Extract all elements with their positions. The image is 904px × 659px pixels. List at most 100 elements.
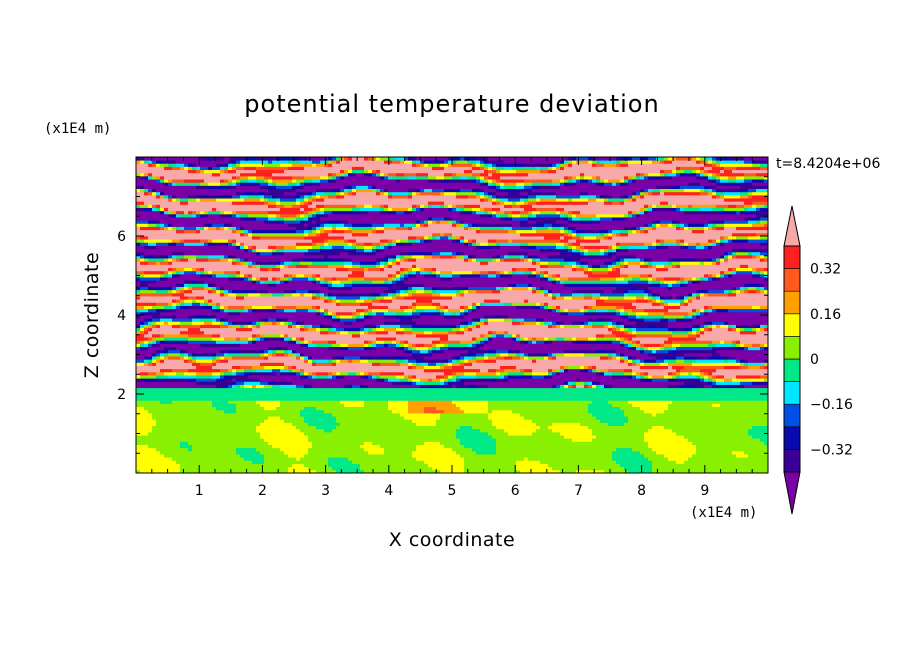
field-cell (408, 381, 413, 385)
field-cell (300, 425, 305, 430)
field-cell (752, 457, 757, 461)
field-cell (400, 466, 405, 471)
field-cell (240, 454, 245, 458)
field-cell (668, 463, 673, 468)
field-cell (616, 454, 621, 458)
field-cell (720, 375, 725, 379)
field-cell (356, 375, 361, 379)
field-cell (344, 466, 349, 471)
field-cell (172, 463, 177, 468)
field-cell (408, 431, 413, 436)
field-cell (520, 454, 525, 458)
field-cell (528, 381, 533, 385)
field-cell (392, 438, 397, 442)
field-cell (596, 384, 601, 389)
field-cell (324, 457, 329, 461)
field-cell (628, 409, 633, 414)
field-cell (236, 425, 241, 430)
field-cell (756, 435, 761, 439)
field-cell (220, 435, 225, 439)
field-cell (576, 450, 581, 455)
field-cell (468, 403, 473, 408)
field-cell (400, 371, 405, 376)
field-cell (232, 390, 237, 395)
field-cell (228, 450, 233, 455)
field-cell (244, 450, 249, 455)
field-cell (412, 450, 417, 455)
field-cell (156, 406, 161, 411)
field-cell (480, 406, 485, 411)
field-cell (428, 384, 433, 389)
field-cell (384, 403, 389, 408)
field-cell (624, 397, 629, 401)
field-cell (520, 469, 525, 473)
field-cell (552, 444, 557, 449)
field-cell (324, 384, 329, 389)
field-cell (348, 457, 353, 461)
field-cell (372, 384, 377, 389)
field-cell (500, 406, 505, 411)
field-cell (148, 428, 153, 433)
field-cell (568, 450, 573, 455)
field-cell (660, 384, 665, 389)
field-cell (536, 428, 541, 433)
field-cell (432, 381, 437, 385)
field-cell (560, 457, 565, 461)
field-cell (724, 447, 729, 452)
field-cell (484, 412, 489, 417)
field-cell (668, 378, 673, 382)
field-cell (676, 444, 681, 449)
field-cell (688, 460, 693, 464)
field-cell (420, 403, 425, 408)
field-cell (428, 400, 433, 404)
field-cell (472, 384, 477, 389)
field-cell (600, 384, 605, 389)
field-cell (236, 397, 241, 401)
field-cell (576, 419, 581, 423)
field-cell (576, 403, 581, 408)
field-cell (164, 444, 169, 449)
field-cell (484, 438, 489, 442)
field-cell (700, 425, 705, 430)
field-cell (720, 419, 725, 423)
field-cell (756, 450, 761, 455)
field-cell (572, 469, 577, 473)
field-cell (180, 394, 185, 398)
field-cell (400, 463, 405, 468)
field-cell (732, 390, 737, 395)
field-cell (376, 397, 381, 401)
field-cell (200, 425, 205, 430)
field-cell (444, 438, 449, 442)
field-cell (220, 384, 225, 389)
field-cell (564, 387, 569, 392)
field-cell (280, 457, 285, 461)
field-cell (656, 431, 661, 436)
field-cell (392, 460, 397, 464)
field-cell (748, 384, 753, 389)
field-cell (316, 444, 321, 449)
field-cell (364, 447, 369, 452)
field-cell (468, 409, 473, 414)
field-cell (560, 450, 565, 455)
field-cell (256, 422, 261, 426)
field-cell (556, 397, 561, 401)
field-cell (500, 419, 505, 423)
field-cell (596, 441, 601, 445)
field-cell (764, 466, 768, 471)
field-cell (568, 431, 573, 436)
field-cell (416, 469, 421, 473)
field-cell (584, 394, 589, 398)
field-cell (512, 387, 517, 392)
field-cell (724, 438, 729, 442)
field-cell (648, 435, 653, 439)
field-cell (460, 454, 465, 458)
field-cell (476, 460, 481, 464)
field-cell (388, 463, 393, 468)
field-cell (304, 450, 309, 455)
field-cell (672, 450, 677, 455)
field-cell (460, 416, 465, 420)
field-cell (160, 397, 165, 401)
field-cell (600, 463, 605, 468)
field-cell (608, 390, 613, 395)
field-cell (372, 375, 377, 379)
